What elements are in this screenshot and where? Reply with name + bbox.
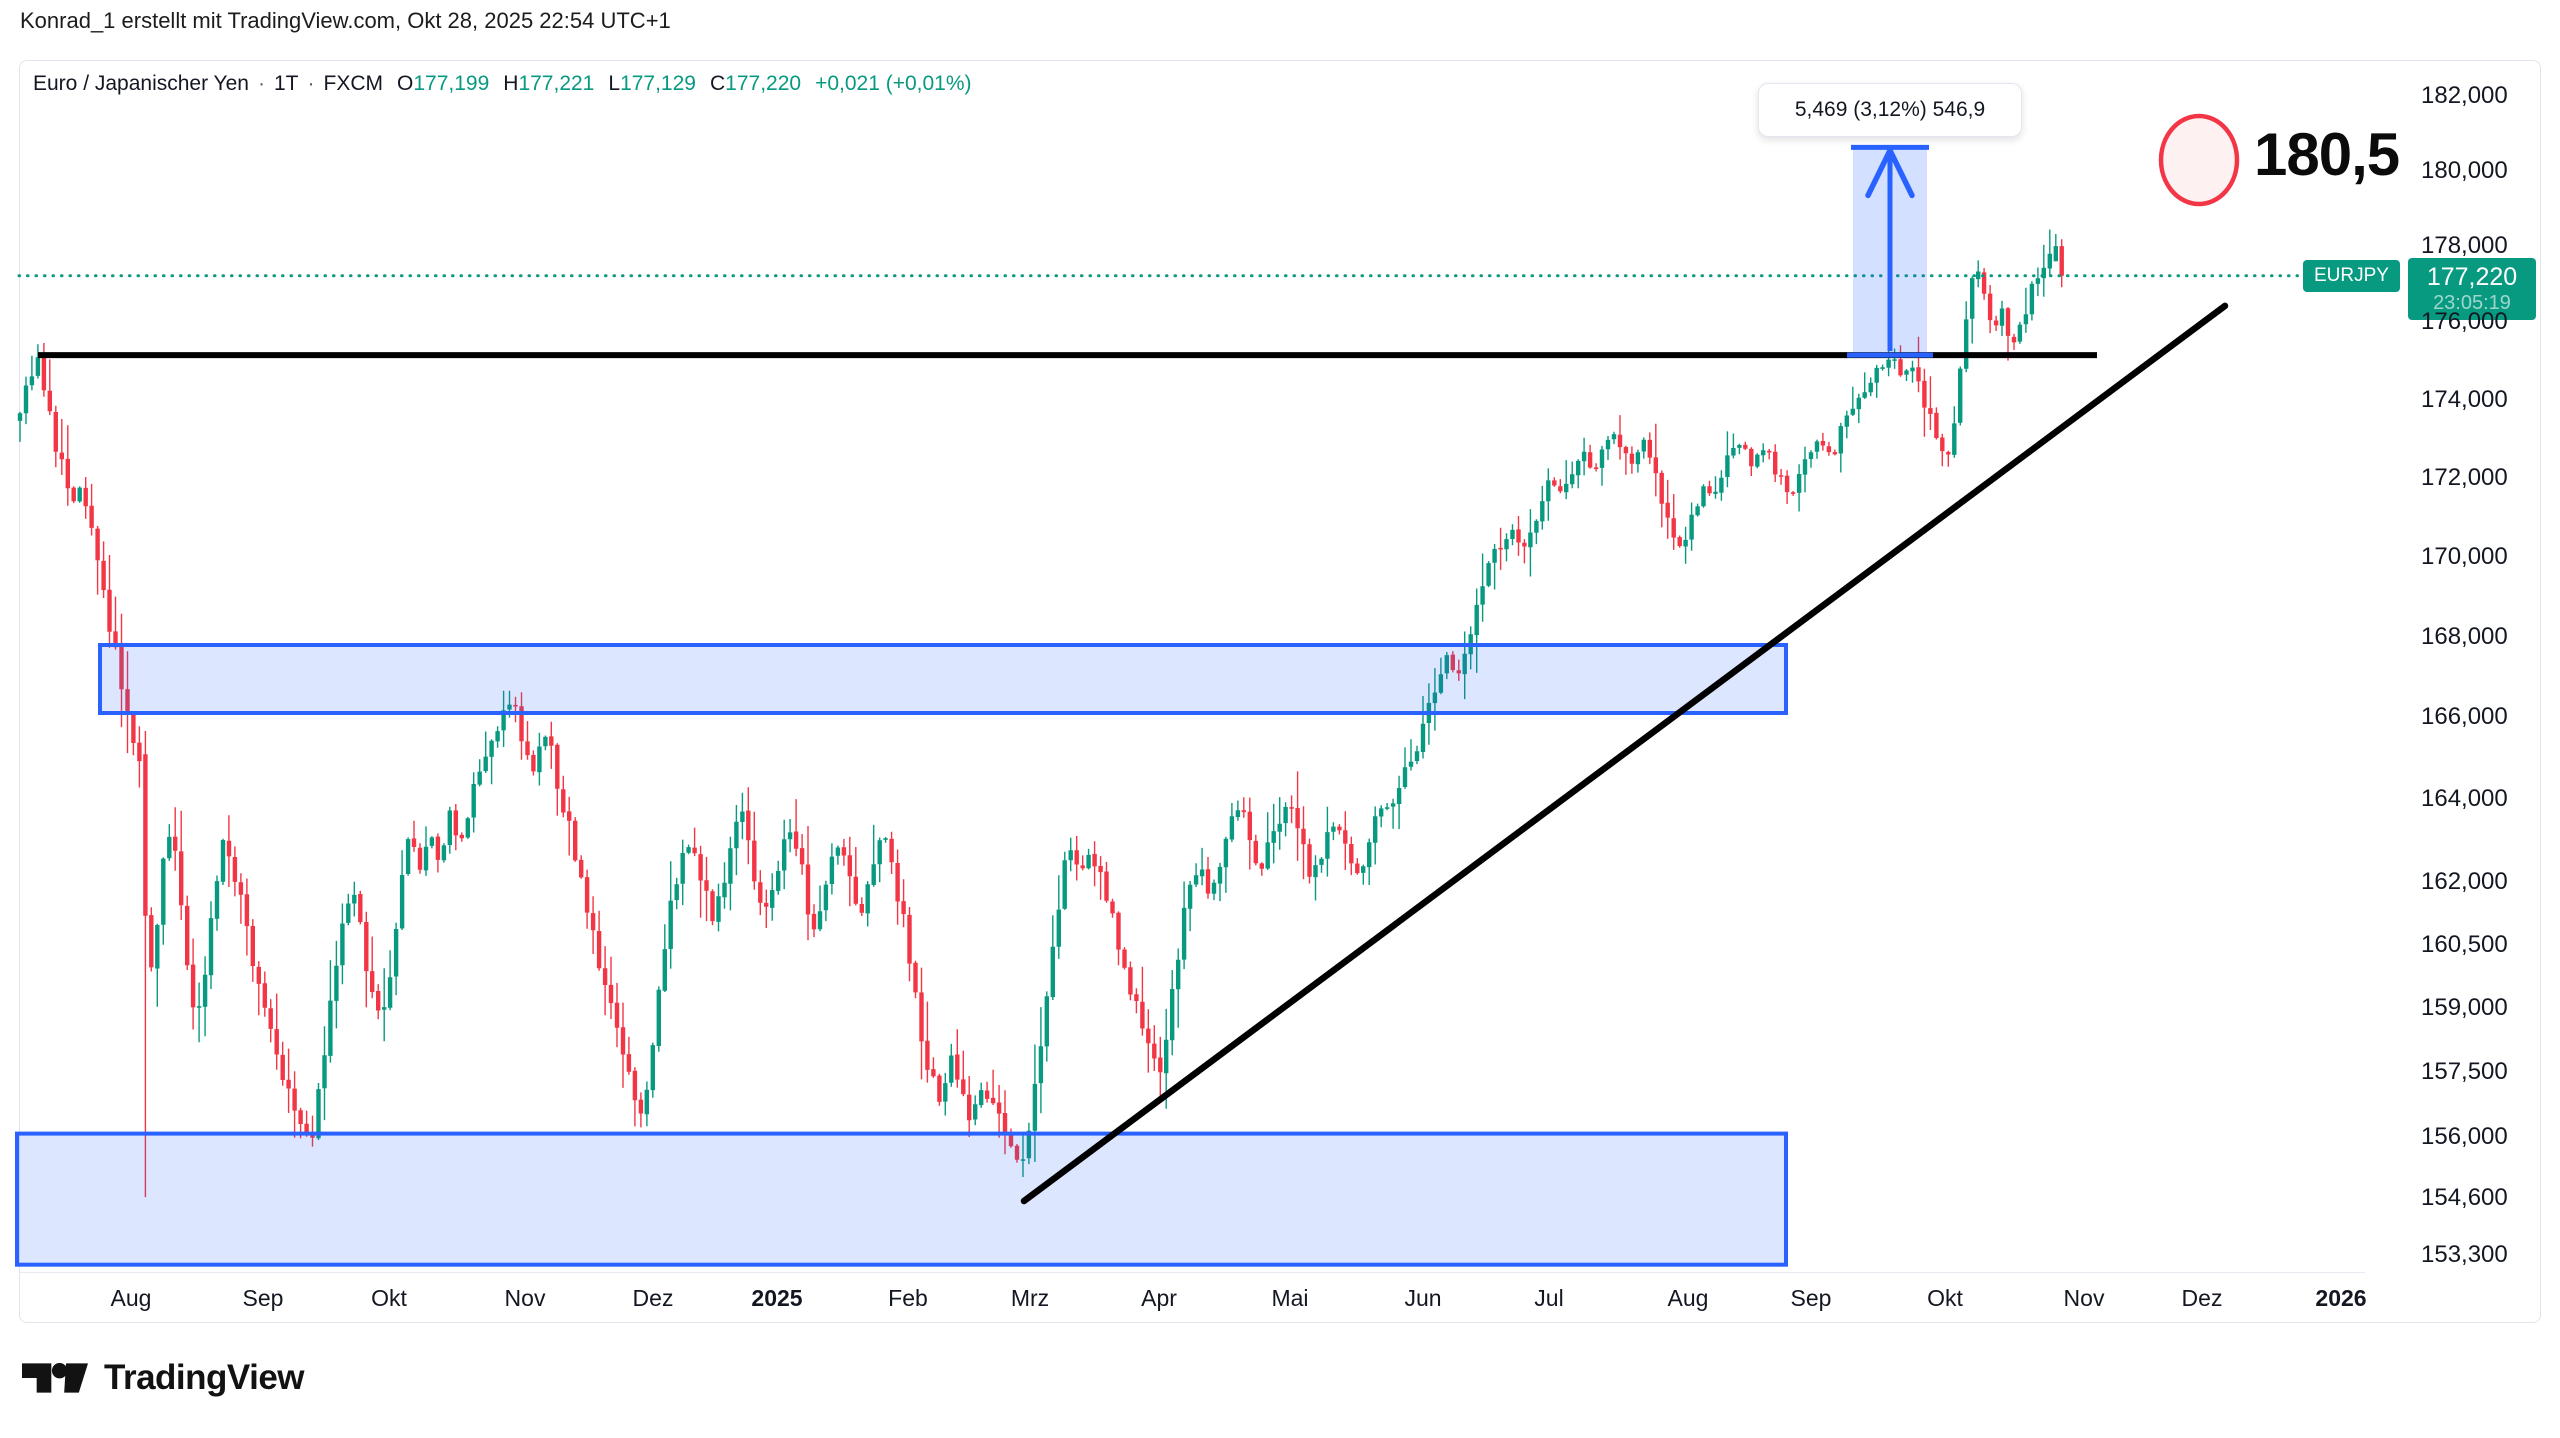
y-axis-label: 170,000 bbox=[2421, 542, 2508, 570]
close-label: C bbox=[709, 72, 726, 95]
low-value: 177,129 bbox=[620, 72, 696, 95]
y-axis-label: 172,000 bbox=[2421, 463, 2508, 491]
exchange-label: FXCM bbox=[323, 72, 384, 95]
change-value: +0,021 (+0,01%) bbox=[815, 72, 972, 95]
x-axis-label: Sep bbox=[1790, 1285, 1832, 1311]
y-axis-label: 180,000 bbox=[2421, 156, 2508, 184]
y-axis-label: 162,000 bbox=[2421, 868, 2508, 896]
y-axis-label: 178,000 bbox=[2421, 232, 2508, 260]
supply-demand-zone-1[interactable] bbox=[98, 643, 1788, 715]
high-label: H bbox=[503, 72, 519, 95]
chart-legend: Euro / Japanischer Yen · 1T · FXCM O177,199 H1… bbox=[33, 72, 972, 96]
y-axis-label: 164,000 bbox=[2421, 785, 2508, 813]
y-axis-label: 156,000 bbox=[2421, 1123, 2508, 1151]
x-axis-label: Jun bbox=[1404, 1285, 1442, 1311]
x-axis-label: Nov bbox=[504, 1285, 546, 1311]
x-axis-label: 2026 bbox=[2315, 1285, 2367, 1311]
y-axis-label: 154,600 bbox=[2421, 1183, 2508, 1211]
legend-separator: · bbox=[258, 72, 265, 95]
last-price-badge: 177,220 23:05:19 bbox=[2408, 258, 2536, 320]
attribution-text: Konrad_1 erstellt mit TradingView.com, O… bbox=[20, 8, 671, 33]
legend-separator: · bbox=[307, 72, 315, 95]
x-axis-label: Nov bbox=[2063, 1285, 2105, 1311]
y-axis-label: 153,300 bbox=[2421, 1241, 2508, 1268]
symbol-title: Euro / Japanischer Yen bbox=[33, 72, 249, 95]
y-axis-label: 157,500 bbox=[2421, 1058, 2508, 1086]
y-axis-label: 166,000 bbox=[2421, 703, 2508, 731]
price-range-measure[interactable] bbox=[1847, 144, 1933, 358]
close-value: 177,220 bbox=[725, 72, 802, 95]
chart-frame bbox=[19, 60, 2541, 1323]
x-axis-label: Jul bbox=[1534, 1285, 1564, 1311]
y-axis-label: 182,000 bbox=[2421, 82, 2508, 109]
measure-callout[interactable]: 5,469 (3,12%) 546,9 bbox=[1758, 83, 2022, 137]
measure-arrow-head bbox=[1865, 147, 1915, 199]
x-axis-label: Dez bbox=[2181, 1285, 2223, 1311]
tradingview-wordmark: TradingView bbox=[104, 1358, 305, 1397]
x-axis-label: Okt bbox=[371, 1285, 407, 1311]
x-axis-label: Aug bbox=[1667, 1285, 1709, 1311]
interval-label: 1T bbox=[274, 72, 299, 95]
x-axis-label: 2025 bbox=[751, 1285, 803, 1311]
x-axis-label: Mai bbox=[1271, 1285, 1309, 1311]
candlestick-series bbox=[17, 229, 2064, 1198]
y-axis-label: 160,500 bbox=[2421, 931, 2508, 959]
y-axis-label: 174,000 bbox=[2421, 385, 2508, 413]
symbol-badge: EURJPY bbox=[2303, 260, 2400, 292]
low-label: L bbox=[608, 72, 621, 95]
tradingview-logo-icon bbox=[22, 1363, 88, 1393]
bar-countdown: 23:05:19 bbox=[2433, 291, 2511, 314]
y-axis-label: 168,000 bbox=[2421, 622, 2508, 650]
x-axis-label: Apr bbox=[1141, 1285, 1177, 1311]
tradingview-watermark: TradingView bbox=[22, 1358, 305, 1398]
price-target-text[interactable]: 180,5 bbox=[2254, 121, 2400, 188]
x-axis-label: Feb bbox=[888, 1285, 928, 1311]
down-wicks bbox=[43, 239, 2063, 1198]
x-axis-label: Okt bbox=[1927, 1285, 1963, 1311]
y-axis-label: 159,000 bbox=[2421, 994, 2508, 1022]
target-circle-annotation[interactable] bbox=[2158, 113, 2240, 207]
time-axis-separator bbox=[19, 1272, 2365, 1273]
y-axis-label: 176,000 bbox=[2421, 308, 2508, 336]
open-label: O bbox=[397, 72, 414, 95]
trendline[interactable] bbox=[1020, 302, 2229, 1205]
x-axis-label: Dez bbox=[632, 1285, 674, 1311]
x-axis-label: Aug bbox=[110, 1285, 152, 1311]
x-axis-label: Sep bbox=[242, 1285, 284, 1311]
open-value: 177,199 bbox=[413, 72, 490, 95]
last-price-value: 177,220 bbox=[2426, 263, 2518, 292]
supply-demand-zone-2[interactable] bbox=[15, 1131, 1788, 1267]
x-axis-label: Mrz bbox=[1010, 1285, 1050, 1311]
high-value: 177,221 bbox=[518, 72, 595, 95]
